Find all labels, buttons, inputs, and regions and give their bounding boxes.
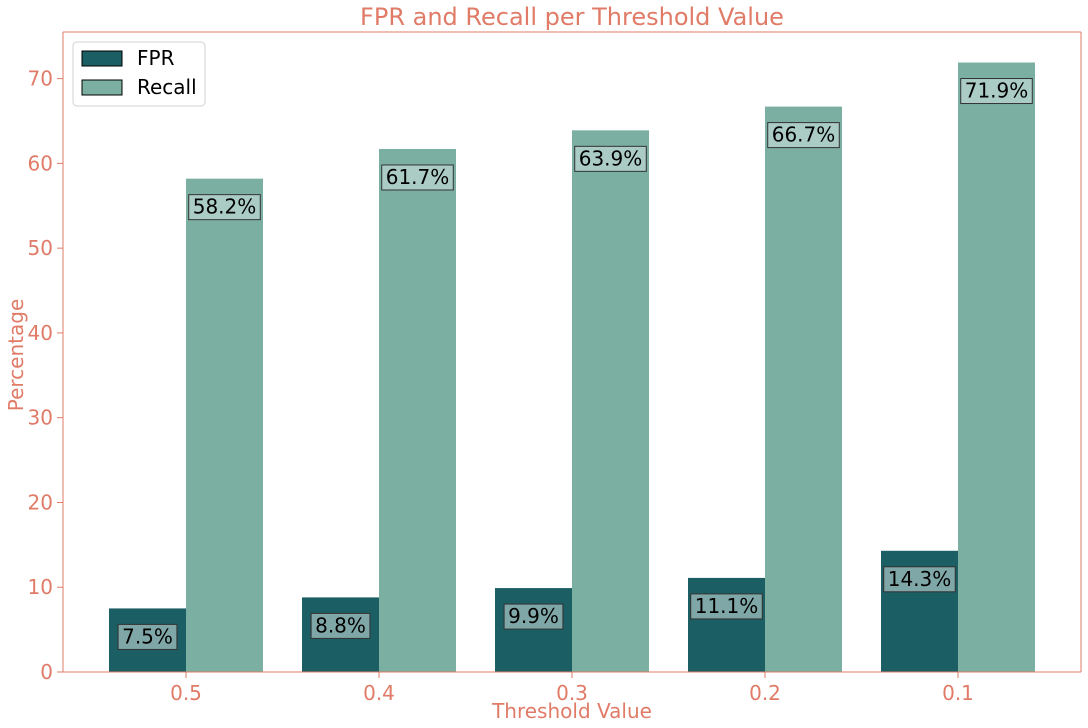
- data-label-fpr-0.2: 11.1%: [695, 594, 759, 618]
- data-label-recall-0.5: 58.2%: [193, 195, 257, 219]
- data-label-recall-0.3: 63.9%: [579, 146, 643, 170]
- legend-swatch-fpr: [81, 50, 123, 67]
- legend-label-fpr: FPR: [137, 46, 175, 70]
- data-label-recall-0.2: 66.7%: [772, 123, 836, 147]
- legend-swatch-recall: [81, 79, 123, 96]
- data-label-box: [310, 612, 371, 639]
- y-tick-label: 10: [28, 575, 53, 599]
- y-tick-label: 50: [28, 236, 53, 260]
- data-label-fpr-0.1: 14.3%: [888, 567, 952, 591]
- y-tick-label: 70: [28, 67, 53, 91]
- bar-fpr-0.3: [495, 588, 572, 672]
- x-tick-label: 0.1: [942, 681, 974, 705]
- y-tick-label: 40: [28, 321, 53, 345]
- data-label-box: [767, 122, 840, 149]
- legend-label-recall: Recall: [137, 75, 197, 99]
- legend: FPR Recall: [72, 41, 206, 107]
- data-label-recall-0.1: 71.9%: [965, 79, 1029, 103]
- y-tick-label: 30: [28, 406, 53, 430]
- y-tick-label: 60: [28, 151, 53, 175]
- data-label-box: [188, 194, 261, 221]
- data-label-fpr-0.4: 8.8%: [315, 613, 366, 637]
- data-label-fpr-0.3: 9.9%: [508, 604, 559, 628]
- bar-fpr-0.2: [688, 577, 765, 672]
- data-labels-layer: 7.5% 8.8% 9.9% 11.1% 14.3% 58.2% 61.7% 63.9% 66.…: [117, 78, 1033, 650]
- bar-recall-0.5: [186, 178, 263, 673]
- data-label-box: [381, 164, 454, 191]
- x-tick-label: 0.4: [363, 681, 395, 705]
- data-label-recall-0.4: 61.7%: [386, 165, 450, 189]
- data-label-box: [117, 623, 178, 650]
- data-label-box: [690, 593, 763, 620]
- data-label-box: [960, 78, 1033, 105]
- bars-layer: [109, 62, 1035, 673]
- bar-recall-0.4: [379, 148, 456, 673]
- y-tick-label: 0: [40, 660, 53, 684]
- data-label-box: [574, 145, 647, 172]
- x-tick-label: 0.3: [556, 681, 588, 705]
- data-label-box: [503, 603, 564, 630]
- data-label-fpr-0.5: 7.5%: [122, 624, 173, 648]
- bar-recall-0.2: [765, 106, 842, 673]
- chart-title: FPR and Recall per Threshold Value: [360, 3, 784, 31]
- bar-recall-0.1: [958, 62, 1035, 673]
- x-tick-label: 0.2: [749, 681, 781, 705]
- y-axis-label: Percentage: [4, 299, 28, 412]
- data-label-box: [883, 566, 956, 593]
- y-tick-label: 20: [28, 490, 53, 514]
- bar-recall-0.3: [572, 130, 649, 673]
- x-tick-label: 0.5: [170, 681, 202, 705]
- axes-layer: 0 10 20 30 40 50 60 70 0.5 0.4 0.3 0.2 0.1: [28, 31, 1082, 705]
- x-axis-label: Threshold Value: [491, 699, 652, 723]
